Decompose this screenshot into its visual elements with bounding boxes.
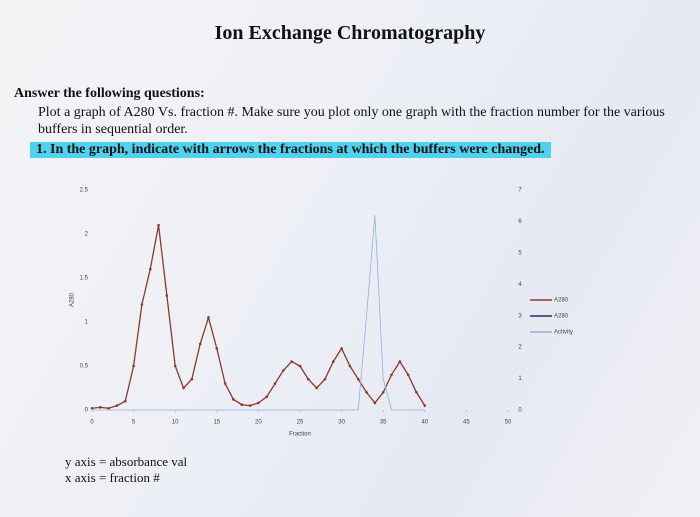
series-line xyxy=(91,225,426,409)
footer-line: y axis = absorbance val xyxy=(65,454,188,469)
point xyxy=(390,373,393,377)
legend-label: A280 xyxy=(554,298,569,304)
point xyxy=(315,386,318,390)
point xyxy=(198,342,202,346)
y-tick-label: 1.5 xyxy=(80,276,89,282)
point xyxy=(140,303,144,306)
point xyxy=(348,364,352,368)
question-heading: Answer the following questions: xyxy=(14,86,205,101)
legend-label: Activity xyxy=(554,330,573,336)
y2-tick-label: 5 xyxy=(518,250,522,256)
point xyxy=(265,395,269,399)
point xyxy=(115,404,119,407)
y-tick-label: 2 xyxy=(85,232,89,238)
y-tick-label: 0 xyxy=(85,408,89,414)
point xyxy=(415,391,418,394)
x-tick-label: 5 xyxy=(132,420,136,426)
y-tick-label: 0.5 xyxy=(80,364,89,370)
point xyxy=(257,401,260,405)
x-tick-label: 15 xyxy=(213,420,220,426)
point xyxy=(232,398,235,401)
y-tick-label: 1 xyxy=(85,320,89,326)
x-tick-label: 50 xyxy=(505,420,512,426)
point xyxy=(406,373,410,377)
y-tick-label: 2.5 xyxy=(80,188,89,194)
point xyxy=(356,377,360,381)
point xyxy=(99,406,102,409)
point xyxy=(182,386,185,390)
point xyxy=(373,401,377,405)
point xyxy=(248,404,252,407)
point xyxy=(207,316,210,319)
x-tick-label: 0 xyxy=(90,420,94,426)
point xyxy=(365,391,368,394)
point xyxy=(173,364,177,368)
y2-tick-label: 2 xyxy=(518,345,522,351)
point xyxy=(340,347,343,350)
instruction: Plot a graph of A280 Vs. fraction #. Mak… xyxy=(38,105,665,137)
point xyxy=(165,294,169,297)
x-tick-label: 45 xyxy=(463,420,470,426)
y2-tick-label: 7 xyxy=(518,188,522,194)
title: Ion Exchange Chromatography xyxy=(214,22,486,44)
point xyxy=(132,364,135,368)
x-tick-label: 20 xyxy=(255,420,262,426)
y-axis-label: A280 xyxy=(70,292,76,307)
y2-tick-label: 3 xyxy=(518,313,522,319)
point xyxy=(148,267,152,271)
legend-label: A280 xyxy=(554,314,569,320)
x-tick-label: 35 xyxy=(380,420,387,426)
point xyxy=(123,399,127,403)
point xyxy=(323,377,327,381)
point xyxy=(298,364,302,368)
x-axis-label: Fraction xyxy=(289,432,311,438)
x-tick-label: 25 xyxy=(297,420,304,426)
y2-tick-label: 4 xyxy=(518,282,522,288)
point xyxy=(307,377,310,381)
y2-tick-label: 6 xyxy=(518,219,522,225)
point xyxy=(398,360,402,363)
point xyxy=(423,404,427,407)
task: 1. In the graph, indicate with arrows th… xyxy=(30,142,551,158)
x-tick-label: 10 xyxy=(172,420,179,426)
point xyxy=(282,369,285,372)
point xyxy=(290,360,293,363)
footer-line: x axis = fraction # xyxy=(65,470,160,485)
point xyxy=(107,406,110,410)
point xyxy=(331,360,335,363)
y2-tick-label: 1 xyxy=(518,376,522,382)
series-line xyxy=(92,215,425,411)
y2-tick-label: 0 xyxy=(518,408,522,414)
point xyxy=(215,347,219,350)
point xyxy=(223,382,227,385)
point xyxy=(273,382,277,385)
point xyxy=(157,223,160,227)
point xyxy=(90,406,94,410)
x-tick-label: 40 xyxy=(421,420,428,426)
point xyxy=(240,403,244,407)
point xyxy=(190,377,194,381)
point xyxy=(381,391,385,394)
x-tick-label: 30 xyxy=(338,420,345,426)
